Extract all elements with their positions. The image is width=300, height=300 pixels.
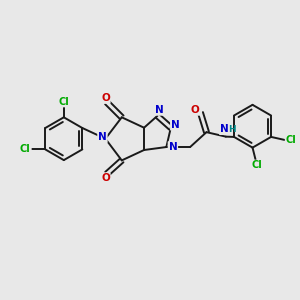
Text: O: O <box>191 105 200 115</box>
Text: N: N <box>169 142 177 152</box>
Text: Cl: Cl <box>286 135 296 145</box>
Text: N: N <box>171 120 180 130</box>
Text: Cl: Cl <box>20 144 31 154</box>
Text: O: O <box>101 93 110 103</box>
Text: N: N <box>220 124 229 134</box>
Text: O: O <box>101 173 110 183</box>
Text: Cl: Cl <box>58 97 69 106</box>
Text: N: N <box>154 105 163 115</box>
Text: H: H <box>229 125 236 134</box>
Text: N: N <box>98 132 107 142</box>
Text: Cl: Cl <box>252 160 262 170</box>
